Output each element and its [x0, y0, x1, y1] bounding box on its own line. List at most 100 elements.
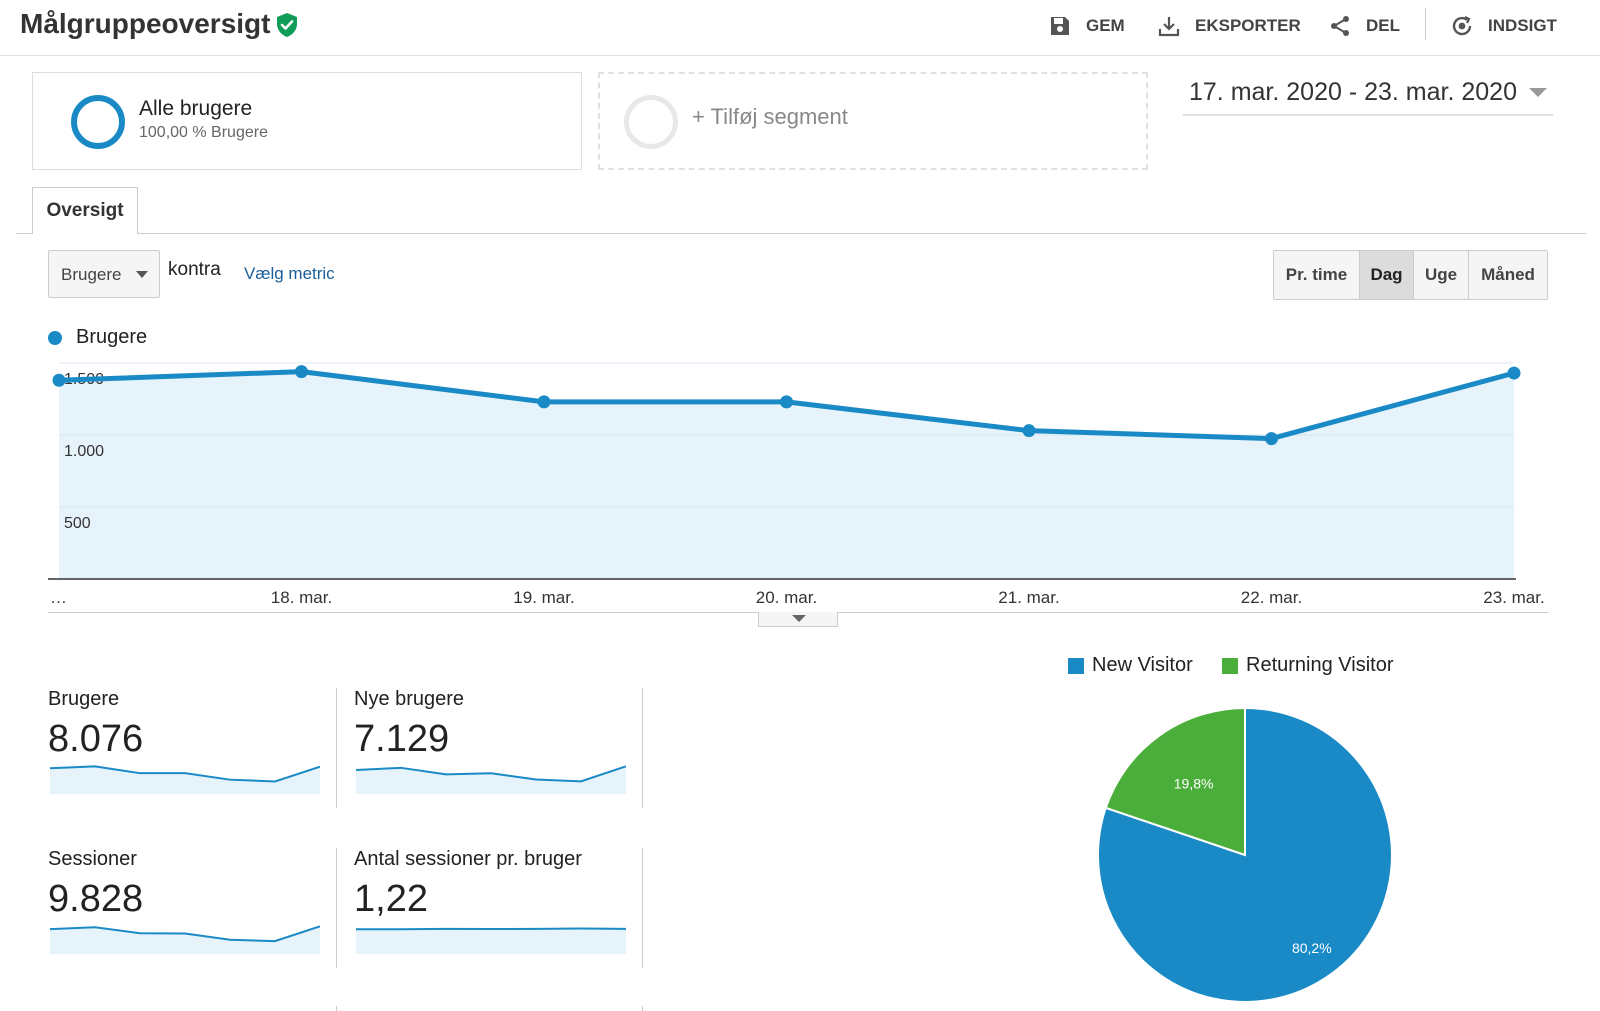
pie-slice-label: 80,2% [1292, 940, 1332, 956]
insights-icon [1452, 16, 1472, 36]
visitor-type-pie-chart: 80,2% 19,8% [1097, 706, 1393, 1003]
chevron-down-icon [136, 271, 148, 278]
toolbar-divider [1425, 8, 1426, 40]
plot-area [59, 363, 1514, 579]
data-point [537, 395, 551, 409]
kpi-sparkline [356, 765, 626, 794]
add-segment-button[interactable]: + Tilføj segment [598, 72, 1148, 170]
date-range-picker[interactable]: 17. mar. 2020 - 23. mar. 2020 [1183, 74, 1553, 116]
x-tick-label: 18. mar. [271, 588, 332, 607]
legend-swatch-icon [1068, 657, 1084, 674]
insights-label: INDSIGT [1488, 16, 1557, 35]
kpi-value: 8.076 [48, 718, 144, 760]
segment-ring-icon [71, 95, 125, 149]
sparkline-line [356, 765, 626, 783]
x-tick-label: … [50, 588, 67, 607]
sparkline-line [50, 925, 320, 943]
y-tick-label: 1.000 [64, 443, 104, 460]
save-button[interactable]: GEM [1048, 10, 1125, 42]
data-point [780, 395, 793, 409]
data-point [1265, 432, 1278, 446]
chart-legend: Brugere [48, 326, 147, 349]
versus-label: kontra [168, 259, 221, 280]
segment-card-all-users[interactable]: Alle brugere 100,00 % Brugere [32, 72, 582, 170]
pie-slice-label: 19,8% [1174, 775, 1214, 791]
page-title: Målgruppeoversigt [20, 8, 271, 39]
period-month-button[interactable]: Måned [1469, 251, 1547, 299]
export-button[interactable]: EKSPORTER [1157, 10, 1301, 42]
kpi-divider [642, 1006, 643, 1011]
kpi-divider [336, 688, 337, 808]
x-tick-label: 19. mar. [513, 588, 574, 607]
x-tick-label: 23. mar. [1483, 588, 1544, 607]
choose-metric-link[interactable]: Vælg metric [244, 264, 335, 283]
sparkline-line [50, 765, 320, 783]
verified-shield-icon [277, 13, 297, 37]
share-icon [1331, 16, 1349, 36]
pie-slice [1104, 706, 1246, 857]
data-point [295, 365, 308, 379]
legend-dot-icon [48, 330, 62, 345]
kpi-sessions[interactable]: Sessioner 9.828 [48, 848, 338, 968]
legend-swatch-icon [1222, 657, 1238, 674]
data-point [52, 373, 66, 387]
kpi-label: Sessioner [48, 848, 137, 870]
y-tick-label: 1.500 [64, 371, 104, 388]
segment-subtitle: 100,00 % Brugere [139, 124, 268, 141]
kpi-label: Nye brugere [354, 688, 465, 710]
chevron-down-icon [1529, 88, 1547, 97]
pie-legend-new-visitor[interactable]: New Visitor [1068, 654, 1193, 677]
segment-title: Alle brugere [139, 97, 253, 120]
kpi-sparkline [356, 927, 626, 954]
sparkline-line [356, 927, 626, 931]
kpi-label: Brugere [48, 688, 120, 710]
kpi-label: Antal sessioner pr. bruger [354, 848, 582, 870]
insights-button[interactable]: INDSIGT [1450, 10, 1557, 42]
empty-segment-ring-icon [624, 95, 678, 149]
chevron-down-icon [792, 615, 806, 622]
kpi-value: 1,22 [354, 878, 428, 920]
sparkline-area [50, 766, 320, 794]
y-tick-label: 500 [64, 515, 91, 532]
save-label: GEM [1086, 16, 1125, 35]
kpi-value: 9.828 [48, 878, 144, 920]
period-week-button[interactable]: Uge [1414, 251, 1469, 299]
period-hour-button[interactable]: Pr. time [1274, 251, 1360, 299]
download-icon [1158, 17, 1180, 37]
period-toggle-group: Pr. time Dag Uge Måned [1273, 250, 1548, 300]
data-point [1507, 366, 1521, 380]
x-tick-label: 21. mar. [998, 588, 1059, 607]
data-point [1022, 424, 1036, 438]
tab-divider [16, 233, 1586, 234]
legend-label: Brugere [76, 326, 148, 348]
series-area [59, 371, 1514, 579]
page-header: Målgruppeoversigt GEM EKSPORTER DEL INDS… [0, 0, 1600, 56]
kpi-divider [336, 1006, 337, 1011]
kpi-divider [336, 848, 337, 968]
kpi-sessions-per-user[interactable]: Antal sessioner pr. bruger 1,22 [354, 848, 644, 968]
sparkline-area [50, 926, 320, 954]
kpi-users[interactable]: Brugere 8.076 [48, 688, 338, 808]
pie-legend-returning-visitor[interactable]: Returning Visitor [1222, 654, 1393, 677]
add-segment-label: + Tilføj segment [692, 104, 848, 129]
metric-select-value: Brugere [61, 265, 122, 284]
metric-select[interactable]: Brugere [48, 250, 160, 298]
x-tick-label: 20. mar. [756, 588, 817, 607]
share-button[interactable]: DEL [1328, 10, 1400, 42]
sparkline-area [356, 928, 626, 954]
date-range-text: 17. mar. 2020 - 23. mar. 2020 [1189, 78, 1517, 106]
collapse-chart-button[interactable] [758, 612, 838, 627]
kpi-divider [642, 848, 643, 968]
share-label: DEL [1366, 16, 1400, 35]
sparkline-area [356, 766, 626, 794]
period-day-button[interactable]: Dag [1360, 251, 1414, 299]
kpi-divider [642, 688, 643, 808]
pie-legend-label: New Visitor [1092, 654, 1193, 676]
kpi-new-users[interactable]: Nye brugere 7.129 [354, 688, 644, 808]
pie-legend-label: Returning Visitor [1246, 654, 1394, 676]
series-line [58, 369, 1515, 442]
x-tick-label: 22. mar. [1241, 588, 1302, 607]
kpi-sparkline [50, 765, 320, 794]
tab-overview[interactable]: Oversigt [32, 187, 138, 234]
kpi-value: 7.129 [354, 718, 450, 760]
